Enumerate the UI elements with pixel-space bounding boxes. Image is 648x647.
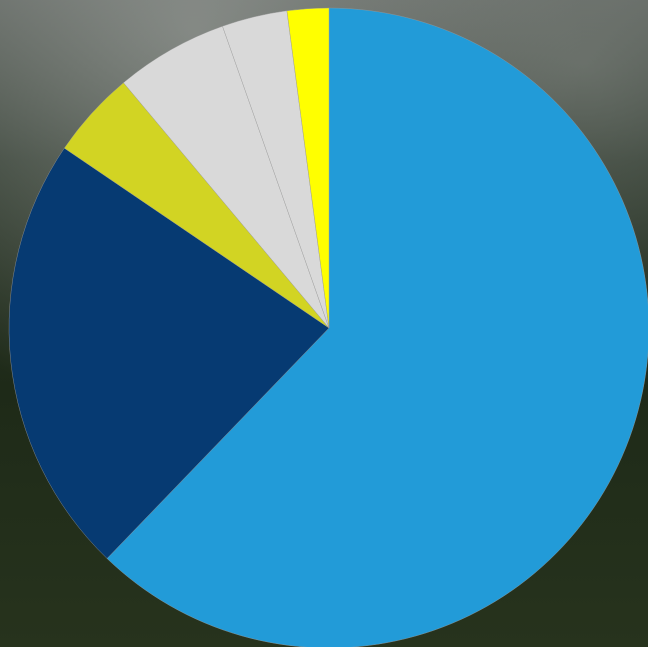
pie (8, 7, 648, 647)
pie-slice (106, 7, 648, 647)
pie-slice (286, 7, 330, 329)
pie-slice (8, 147, 330, 559)
